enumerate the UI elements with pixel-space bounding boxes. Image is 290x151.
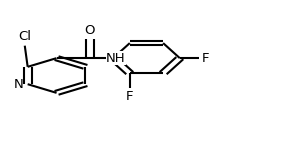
Text: F: F [126,90,133,103]
Text: NH: NH [106,52,126,65]
Text: F: F [202,52,209,65]
Text: O: O [85,24,95,37]
Text: N: N [14,78,23,91]
Text: Cl: Cl [18,30,31,43]
